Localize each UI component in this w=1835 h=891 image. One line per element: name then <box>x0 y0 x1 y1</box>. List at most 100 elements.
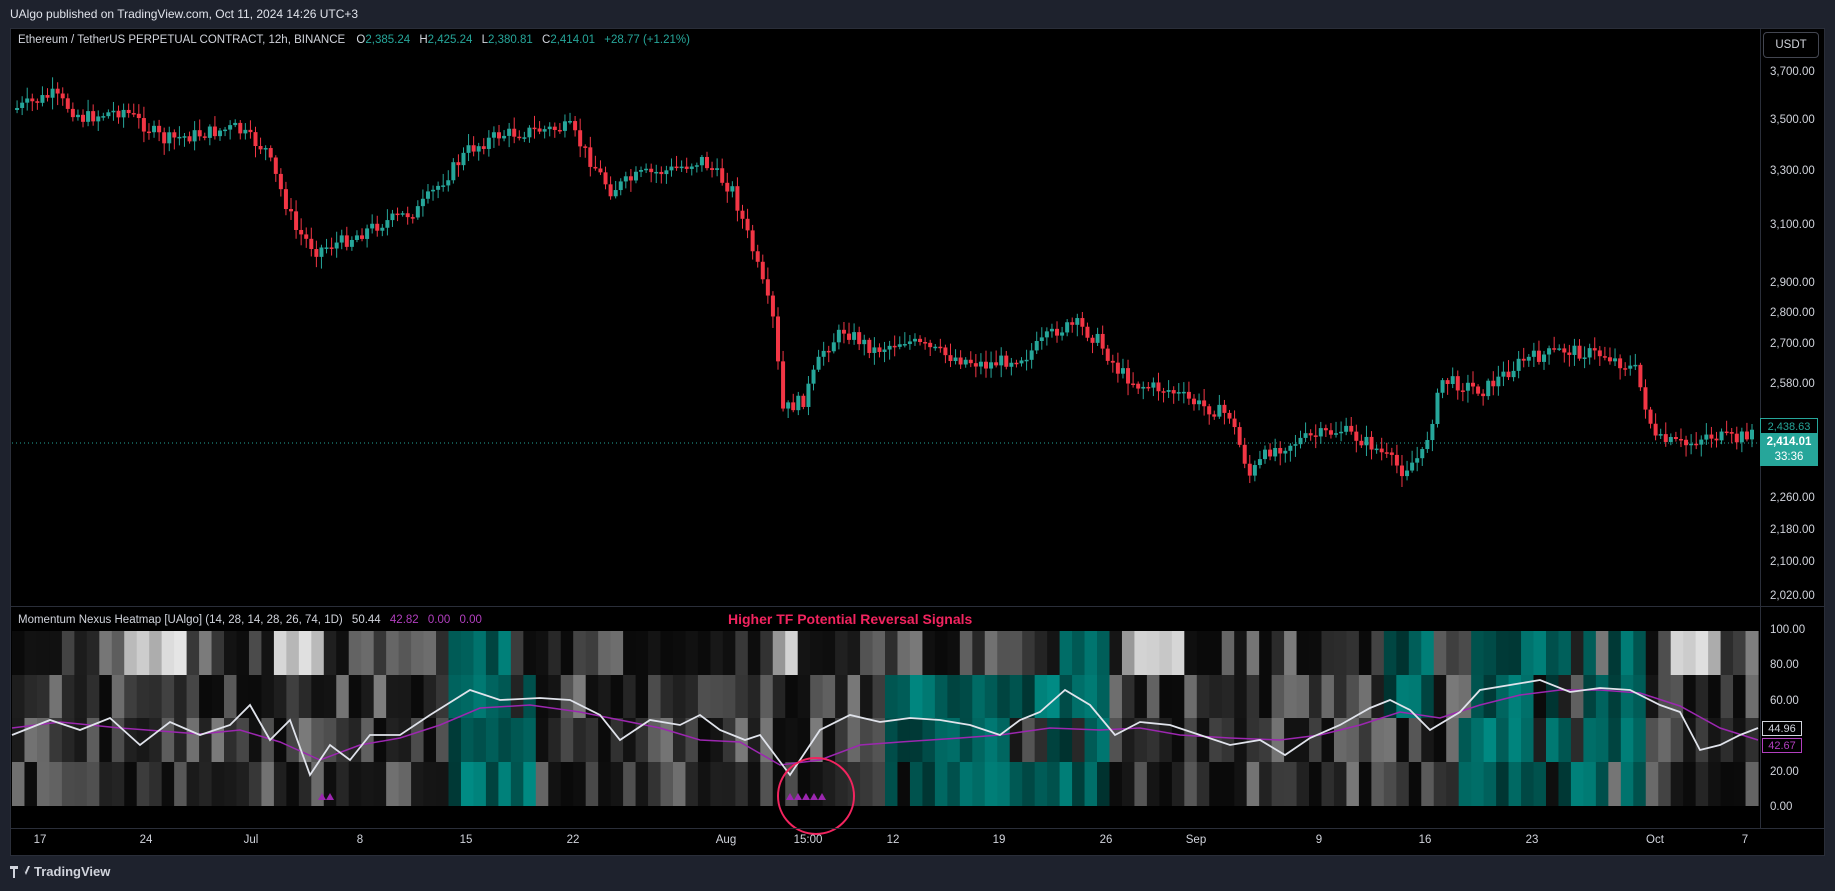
heatmap-cell <box>1271 631 1285 675</box>
heatmap-cell <box>1134 631 1148 675</box>
heatmap-cell <box>1396 718 1410 762</box>
heatmap-cell <box>149 762 163 806</box>
heatmap-cell <box>1421 631 1435 675</box>
heatmap-cell <box>286 762 300 806</box>
candle-body <box>1542 354 1547 362</box>
candle-body <box>1293 444 1298 446</box>
candle-body <box>1486 380 1491 397</box>
heatmap-cell <box>1146 762 1160 806</box>
candle-body <box>1151 382 1156 388</box>
heatmap-cell <box>311 675 325 718</box>
candle-body <box>1699 439 1704 445</box>
heatmap-cell <box>74 762 88 806</box>
heatmap-cell <box>997 631 1011 675</box>
heatmap-cell <box>248 762 263 806</box>
candle-body <box>436 185 441 190</box>
candle-body <box>106 112 111 117</box>
price-tick: 2,700.00 <box>1770 338 1815 350</box>
heatmap-cell <box>1246 718 1260 762</box>
candle-body <box>380 227 385 231</box>
heatmap-cell <box>373 762 387 806</box>
time-tick: 12 <box>886 834 900 846</box>
heatmap-cell <box>1633 718 1647 762</box>
candle-body <box>1384 452 1389 454</box>
candle-body <box>1334 433 1339 435</box>
reversal-arrow-marker <box>786 793 794 800</box>
time-tick: 24 <box>139 834 153 846</box>
bar-countdown: 33:36 <box>1774 451 1804 463</box>
candle-body <box>1369 436 1374 450</box>
heatmap-cell <box>635 718 649 762</box>
candle-body <box>294 211 299 230</box>
heatmap-cell <box>1496 762 1510 806</box>
heatmap-cell <box>997 675 1011 718</box>
heatmap-cell <box>1433 631 1447 675</box>
heatmap-cell <box>1009 718 1023 762</box>
heatmap-cell <box>1633 675 1647 718</box>
candle-body <box>1171 390 1176 394</box>
symbol-title[interactable]: Ethereum / TetherUS PERPETUAL CONTRACT, … <box>18 34 346 46</box>
candle-body <box>613 190 618 197</box>
heatmap-cell <box>897 718 911 762</box>
reversal-arrow-marker <box>802 793 810 800</box>
candle-body <box>669 166 674 171</box>
heatmap-cell <box>323 762 337 806</box>
candle-body <box>836 329 841 343</box>
heatmap-cell <box>1084 631 1098 675</box>
candle-body <box>963 359 968 365</box>
heatmap-cell <box>1533 762 1547 806</box>
heatmap-cell <box>523 631 537 675</box>
candle-body <box>1658 434 1663 436</box>
heatmap-cell <box>1284 675 1298 718</box>
candle-body <box>304 234 309 239</box>
price-tick: 2,580.00 <box>1770 378 1815 390</box>
heatmap-cell <box>885 762 899 806</box>
heatmap-cell <box>1408 675 1422 718</box>
heatmap-cell <box>1221 762 1235 806</box>
currency-button[interactable]: USDT <box>1763 32 1819 58</box>
candle-body <box>1379 448 1384 453</box>
price-tick: 2,100.00 <box>1770 556 1815 568</box>
heatmap-cell <box>273 718 287 762</box>
heatmap-cell <box>1595 631 1609 675</box>
heatmap-cell <box>1196 718 1210 762</box>
candle-body <box>1044 331 1049 338</box>
heatmap-cell <box>224 718 238 762</box>
heatmap-cell <box>1396 675 1410 718</box>
candle-body <box>1328 430 1333 435</box>
tradingview-logo[interactable]: TradingView <box>10 864 110 879</box>
heatmap-cell <box>1483 675 1497 718</box>
heatmap-cell <box>1121 762 1136 806</box>
heatmap-cell <box>1683 631 1697 675</box>
candle-body <box>1618 358 1623 369</box>
indicator-title[interactable]: Momentum Nexus Heatmap [UAlgo] (14, 28, … <box>18 614 343 626</box>
indicator-legend[interactable]: Momentum Nexus Heatmap [UAlgo] (14, 28, … <box>18 614 482 626</box>
heatmap-cell <box>111 631 125 675</box>
pane-separator[interactable] <box>10 606 1825 607</box>
heatmap-cell <box>1558 675 1572 718</box>
heatmap-cell <box>772 675 786 718</box>
heatmap-cell <box>1097 762 1111 806</box>
candle-body <box>238 122 243 134</box>
candle-body <box>1704 434 1709 440</box>
high-label: H <box>419 34 428 46</box>
heatmap-cell <box>535 631 549 675</box>
candle-body <box>1750 429 1754 440</box>
heatmap-cell <box>772 718 786 762</box>
heatmap-cell <box>984 675 998 718</box>
heatmap-cell <box>1708 718 1722 762</box>
candle-body <box>715 168 720 170</box>
heatmap-cell <box>1234 675 1248 718</box>
heatmap-cell <box>1483 718 1497 762</box>
candle-body <box>770 295 775 317</box>
candle-body <box>562 121 567 131</box>
heatmap-cell <box>211 718 225 762</box>
heatmap-cell <box>361 675 375 718</box>
heatmap-cell <box>36 718 51 762</box>
candle-body <box>1739 431 1744 443</box>
symbol-legend[interactable]: Ethereum / TetherUS PERPETUAL CONTRACT, … <box>18 34 690 46</box>
heatmap-cell <box>1358 631 1372 675</box>
reversal-arrow-marker <box>794 793 802 800</box>
heatmap-cell <box>273 675 287 718</box>
